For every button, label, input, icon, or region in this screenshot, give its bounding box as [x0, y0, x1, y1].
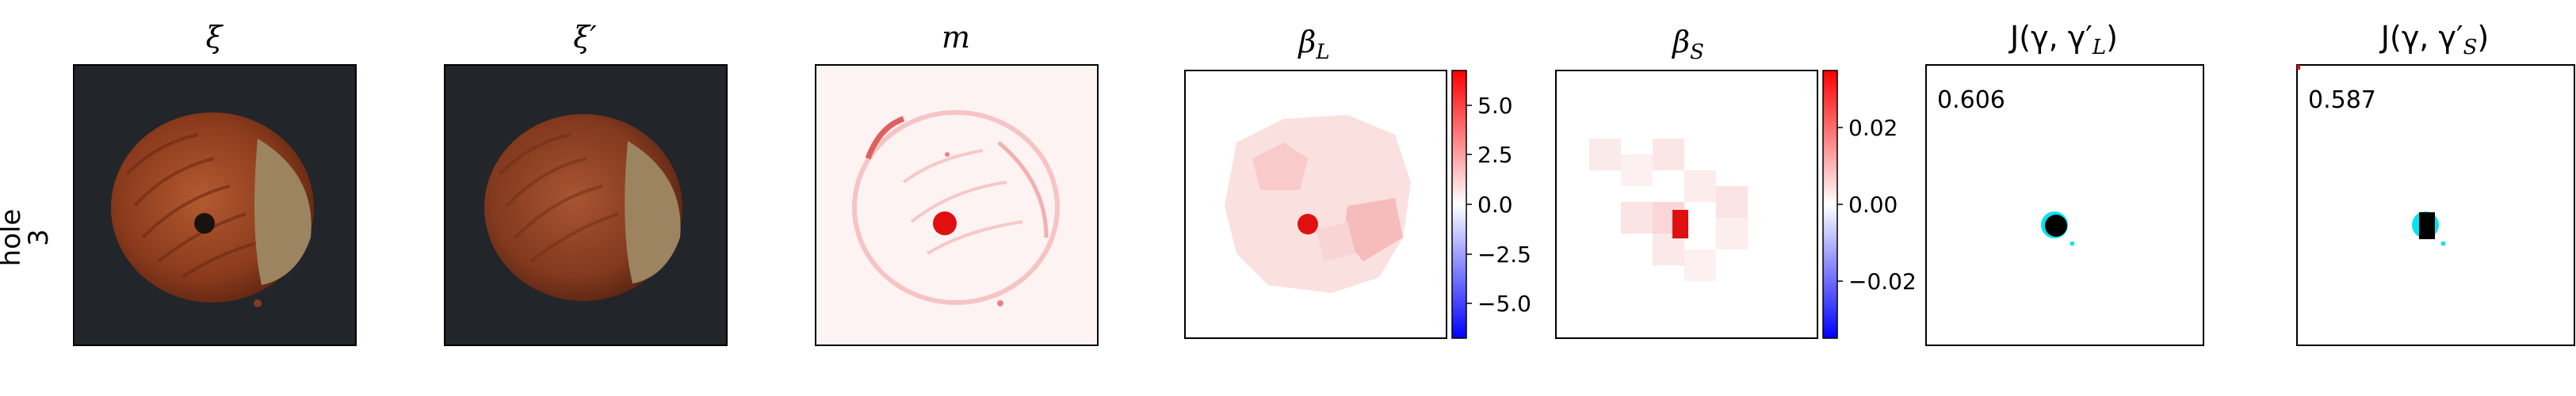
j-l-overlap: [2041, 211, 2074, 246]
row-label-number: 3: [23, 229, 55, 246]
panel-j-l: J(γ, γ′L) 0.606: [1925, 20, 2204, 346]
panel-title-beta-s: βS: [1671, 25, 1704, 64]
colorbar-l-tick: 5.0: [1477, 93, 1513, 119]
panel-title-m: m: [942, 20, 970, 55]
image-j-s-background: [2296, 64, 2575, 346]
colorbar-l: [1451, 70, 1467, 339]
beta-l-hole-activation: [1298, 214, 1318, 234]
panel-j-s: J(γ, γ′S) 0.587: [2296, 20, 2575, 346]
panel-xi: ξ: [73, 20, 357, 346]
beta-s-patches: [1589, 139, 1748, 281]
colorbar-l-tick: 2.5: [1477, 142, 1513, 168]
colorbar-l-tick: −5.0: [1477, 291, 1531, 317]
colorbar-s-tick: −0.02: [1848, 268, 1917, 295]
m-hole-activation: [933, 211, 957, 235]
panel-title-j-s: J(γ, γ′S): [2379, 20, 2489, 59]
score-j-s: 0.587: [2308, 86, 2376, 114]
beta-s-hole-activation: [1672, 210, 1688, 238]
row-label-hole: hole: [0, 209, 27, 267]
beta-l-superpixels: [1225, 115, 1411, 293]
hole-defect: [194, 213, 215, 234]
panel-m: m: [815, 20, 1099, 346]
image-j-l-background: [1925, 64, 2204, 346]
colorbar-s-ticks: 0.02 0.00 −0.02: [1837, 115, 1917, 295]
colorbar-l-ticks: 5.0 2.5 0.0 −2.5 −5.0: [1466, 93, 1531, 317]
colorbar-s: [1822, 70, 1838, 339]
j-s-overlap: [2412, 211, 2445, 246]
panel-title-beta-l: βL: [1297, 25, 1329, 64]
difference-map: [852, 110, 1060, 307]
hazelnut-reconstruction: [484, 114, 682, 301]
panel-title-j-l: J(γ, γ′L): [2008, 20, 2118, 59]
colorbar-s-tick: 0.02: [1848, 115, 1898, 141]
panel-title-xi-prime: ξ′: [573, 20, 597, 55]
score-j-l: 0.606: [1937, 86, 2005, 114]
panel-beta-l: βL 5.0 2.5 0.0 −2.5 −5.0: [1184, 25, 1531, 339]
colorbar-l-tick: −2.5: [1477, 242, 1531, 268]
panel-xi-prime: ξ′: [444, 20, 728, 346]
panel-title-xi: ξ: [206, 20, 224, 55]
colorbar-l-tick: 0.0: [1477, 192, 1513, 218]
image-beta-s-background: [1555, 70, 1818, 339]
panel-beta-s: βS 0.02 0.00 −0.02: [1555, 25, 1917, 339]
hazelnut-image: [111, 112, 314, 307]
colorbar-s-tick: 0.00: [1848, 192, 1898, 218]
